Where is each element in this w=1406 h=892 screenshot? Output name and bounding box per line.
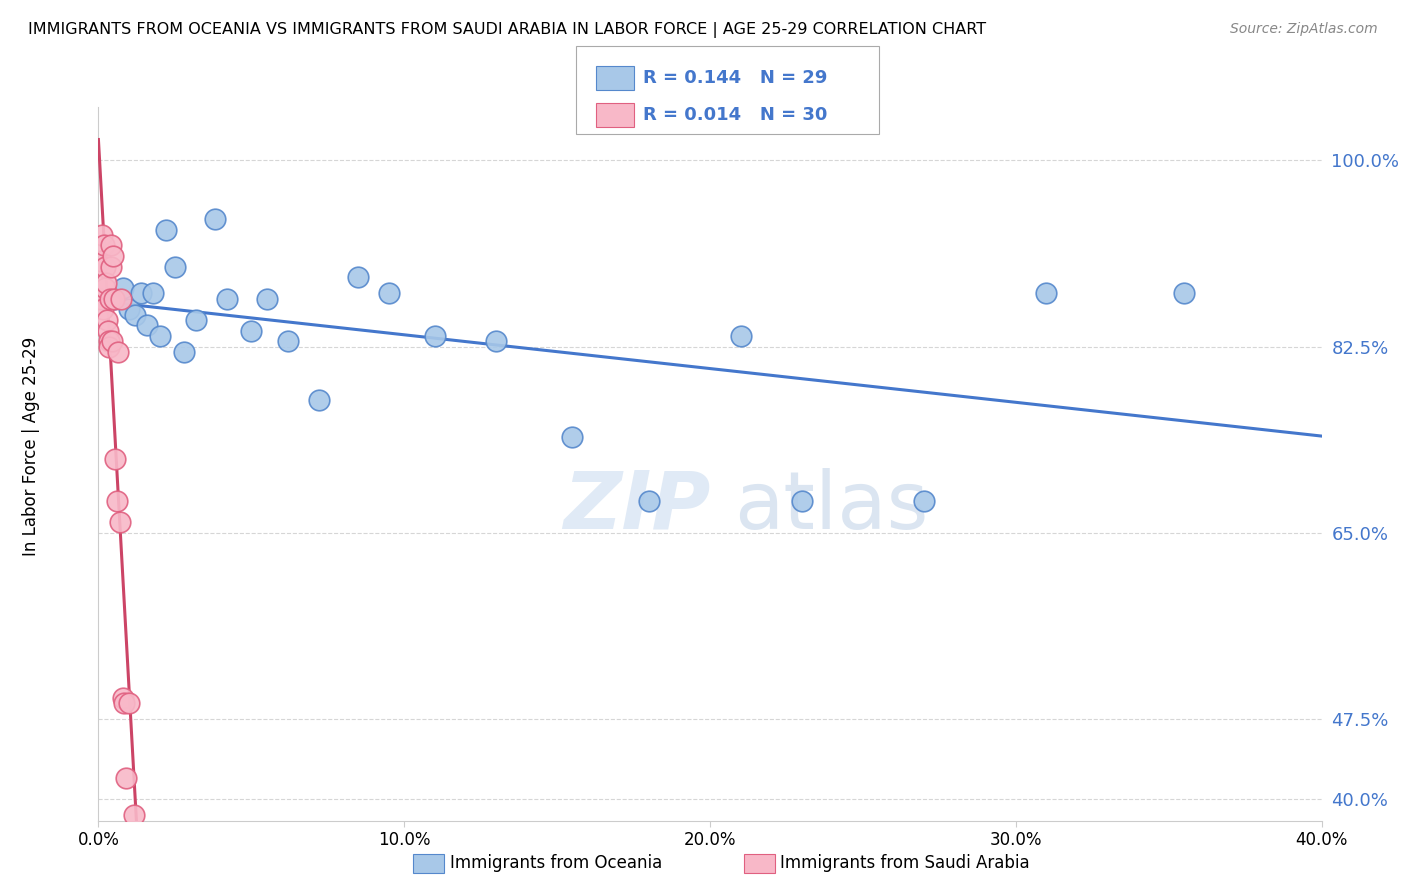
Point [790,494,813,508]
Point [93,281,115,295]
Point [115,771,138,785]
Text: atlas: atlas [734,467,929,546]
Point [93,238,115,252]
Point [104,451,127,466]
Text: IMMIGRANTS FROM OCEANIA VS IMMIGRANTS FROM SAUDI ARABIA IN LABOR FORCE | AGE 25-: IMMIGRANTS FROM OCEANIA VS IMMIGRANTS FR… [28,22,986,38]
Point [97,334,120,349]
Point [378,286,401,301]
Point [308,392,330,407]
Point [637,494,661,508]
Point [90,292,112,306]
Point [100,260,122,274]
Point [110,292,132,306]
Point [108,516,131,530]
Point [277,334,299,349]
Point [240,324,263,338]
Text: ZIP: ZIP [562,467,710,546]
Point [107,345,129,359]
Point [90,254,112,268]
Point [149,329,172,343]
Text: Source: ZipAtlas.com: Source: ZipAtlas.com [1230,22,1378,37]
Point [1173,286,1195,301]
Point [118,697,141,711]
Point [136,318,159,333]
Point [129,286,152,301]
Point [101,334,124,349]
Text: R = 0.144   N = 29: R = 0.144 N = 29 [643,70,827,87]
Point [91,227,114,242]
Point [155,222,177,236]
Point [347,270,370,285]
Point [103,292,125,306]
Point [105,494,128,508]
Point [111,281,134,295]
Point [98,340,121,354]
Point [163,260,186,274]
Point [94,260,117,274]
Point [485,334,508,349]
Point [122,808,145,822]
Text: In Labor Force | Age 25-29: In Labor Force | Age 25-29 [22,336,39,556]
Point [561,430,583,444]
Point [423,329,446,343]
Point [100,238,122,252]
Point [912,494,935,508]
Point [94,276,117,290]
Point [186,313,208,327]
Point [256,292,278,306]
Point [730,329,752,343]
Point [98,292,121,306]
Point [204,211,226,226]
Point [111,691,134,706]
Point [91,302,114,317]
Point [173,345,195,359]
Text: R = 0.014   N = 30: R = 0.014 N = 30 [643,106,827,124]
Point [215,292,238,306]
Text: Immigrants from Saudi Arabia: Immigrants from Saudi Arabia [780,855,1031,872]
Point [1035,286,1057,301]
Point [96,313,118,327]
Point [101,249,124,263]
Point [142,286,165,301]
Point [112,697,135,711]
Point [97,324,120,338]
Text: Immigrants from Oceania: Immigrants from Oceania [450,855,662,872]
Point [124,308,146,322]
Point [118,302,141,317]
Point [103,292,125,306]
